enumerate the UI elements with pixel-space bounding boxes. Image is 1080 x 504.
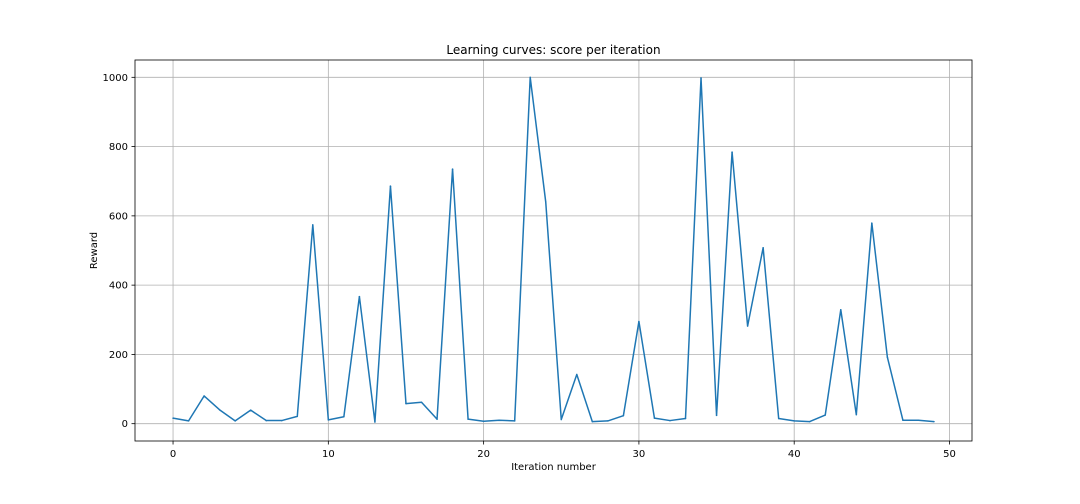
data-point (638, 320, 640, 323)
data-point (824, 414, 827, 416)
data-point (234, 420, 236, 422)
data-point (886, 356, 889, 358)
series-line (172, 76, 935, 423)
data-point (327, 419, 330, 421)
data-point (560, 418, 563, 421)
y-tick-label: 0 (122, 419, 128, 430)
series-layer (172, 76, 935, 423)
data-point (312, 224, 314, 226)
grid (135, 60, 972, 441)
x-tick-label: 50 (943, 449, 956, 460)
data-point (855, 413, 858, 416)
data-point (684, 417, 687, 420)
chart-title: Learning curves: score per iteration (446, 43, 660, 57)
data-point (653, 417, 656, 419)
plot-frame (134, 59, 973, 442)
data-point (498, 419, 500, 421)
data-point (203, 395, 205, 397)
data-point (622, 414, 625, 417)
data-point (405, 402, 407, 405)
data-point (544, 201, 547, 203)
data-point (808, 420, 811, 423)
data-point (374, 421, 376, 423)
data-point (793, 420, 795, 422)
y-axis-label: Reward (89, 232, 100, 269)
data-point (777, 417, 780, 420)
data-point (436, 418, 438, 420)
data-point (607, 420, 609, 422)
data-point (669, 419, 671, 422)
data-point (731, 151, 733, 153)
data-point (902, 419, 904, 421)
data-point (451, 168, 454, 170)
x-tick-label: 0 (170, 449, 176, 460)
x-tick-label: 30 (633, 449, 646, 460)
x-tick-label: 10 (322, 449, 335, 460)
data-point (840, 308, 842, 311)
x-axis-label: Iteration number (511, 462, 597, 473)
x-axis-ticks: 0 10 20 30 40 50 (170, 441, 956, 460)
data-point (172, 417, 174, 419)
y-tick-label: 400 (109, 281, 128, 292)
data-point (933, 420, 935, 423)
data-point (513, 420, 516, 422)
data-point (700, 77, 702, 79)
data-point (871, 222, 873, 224)
data-point (265, 419, 267, 422)
data-point (420, 401, 423, 403)
data-point (482, 420, 485, 423)
data-point (746, 325, 749, 327)
y-tick-label: 600 (109, 211, 128, 222)
data-point (280, 419, 283, 422)
data-point (591, 420, 594, 423)
data-point (529, 76, 531, 79)
data-point (917, 419, 920, 421)
data-point (218, 409, 221, 411)
data-point (358, 295, 361, 298)
data-point (249, 409, 252, 411)
y-tick-label: 200 (109, 350, 128, 361)
data-point (389, 185, 392, 187)
data-point (187, 420, 190, 422)
y-tick-label: 800 (109, 142, 128, 153)
data-point (762, 246, 764, 249)
data-point (715, 414, 718, 417)
data-point (343, 416, 345, 418)
x-tick-label: 40 (788, 449, 801, 460)
data-point (296, 415, 299, 418)
data-point (576, 373, 578, 376)
x-tick-label: 20 (477, 449, 490, 460)
data-point (467, 418, 469, 420)
y-tick-label: 1000 (103, 73, 128, 84)
y-axis-ticks: 0 200 400 600 800 1000 (103, 73, 135, 430)
